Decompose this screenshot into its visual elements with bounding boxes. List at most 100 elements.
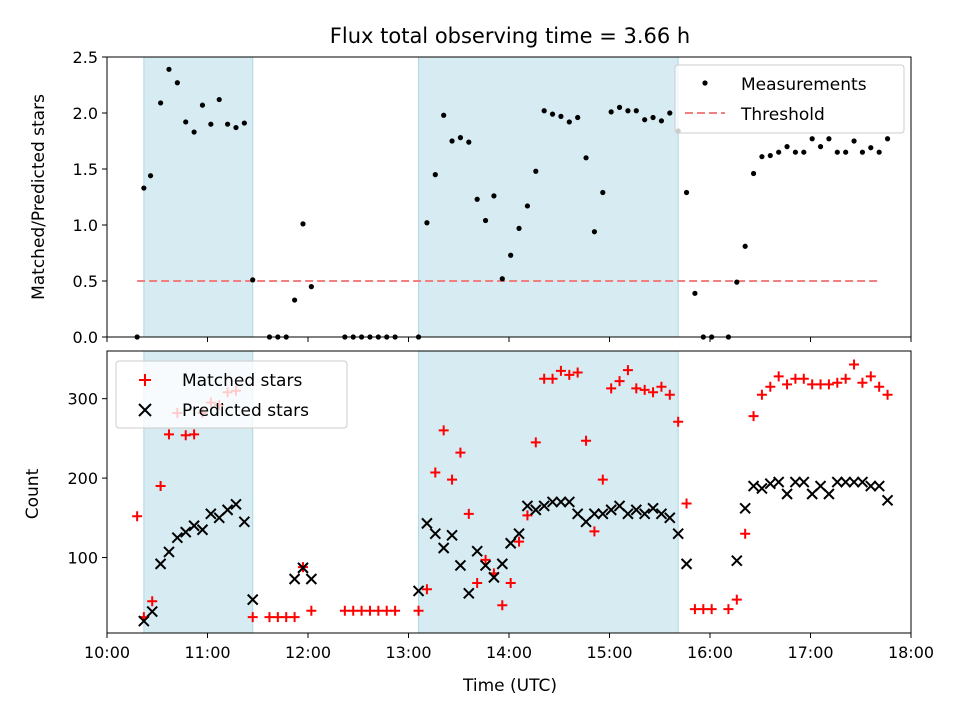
- predicted-star-point: [305, 573, 318, 585]
- matched-star-point: [857, 377, 868, 388]
- matched-star-point: [421, 584, 432, 595]
- matched-star-point: [589, 526, 600, 537]
- matched-star-point: [189, 429, 200, 440]
- predicted-star-point: [873, 480, 885, 492]
- bottom-legend-box: [115, 360, 348, 429]
- predicted-star-point: [664, 512, 676, 524]
- measurement-point: [566, 119, 572, 125]
- measurement-point: [482, 217, 489, 224]
- predicted-star-point: [471, 545, 483, 557]
- predicted-star-point: [881, 494, 894, 507]
- matched-star-point: [539, 373, 550, 384]
- matched-star-point: [497, 600, 508, 611]
- matched-star-point: [849, 359, 860, 370]
- measurement-point: [241, 120, 247, 126]
- measurement-point: [158, 100, 164, 106]
- predicted-star-point: [588, 508, 601, 520]
- x-axis-label: Time (UTC): [462, 676, 557, 696]
- measurement-point: [868, 145, 874, 151]
- measurement-point: [591, 229, 598, 235]
- matched-star-point: [306, 605, 317, 616]
- measurement-point: [650, 114, 656, 121]
- measurement-point: [692, 290, 698, 296]
- predicted-star-point: [823, 488, 835, 500]
- measurement-point: [424, 220, 430, 226]
- x-tick-label: 11:00: [184, 643, 230, 662]
- measurement-point: [734, 279, 740, 285]
- matched-star-point: [438, 425, 449, 436]
- measurement-point: [575, 114, 581, 121]
- predicted-star-point: [605, 504, 617, 516]
- matched-star-point: [289, 612, 300, 623]
- x-tick-label: 10:00: [84, 643, 130, 662]
- measurement-point: [667, 110, 673, 116]
- matched-star-point: [564, 369, 575, 380]
- x-tick-label: 13:00: [385, 643, 431, 662]
- matched-star-point: [364, 605, 375, 616]
- matched-star-point: [555, 365, 566, 376]
- measurement-point: [199, 102, 206, 108]
- predicted-star-point: [538, 500, 550, 512]
- measurement-point: [801, 149, 807, 155]
- predicted-star-point: [146, 605, 158, 618]
- predicted-star-point: [856, 476, 869, 488]
- predicted-star-point: [429, 527, 442, 540]
- predicted-star-point: [756, 482, 768, 495]
- measurement-point: [292, 297, 298, 303]
- measurement-point: [826, 136, 832, 142]
- measurement-point: [166, 66, 172, 72]
- matched-star-point: [413, 605, 424, 616]
- measurement-point: [174, 80, 180, 86]
- predicted-star-point: [647, 502, 659, 514]
- predicted-star-point: [546, 496, 559, 508]
- predicted-star-point: [188, 520, 200, 532]
- measurement-point: [308, 284, 314, 290]
- measurement-point: [834, 149, 840, 155]
- matched-star-point: [731, 594, 742, 605]
- legend-measurements-marker: [702, 80, 708, 86]
- top-y-tick-label: 1.5: [73, 160, 98, 179]
- measurement-point: [600, 189, 606, 196]
- predicted-star-point: [789, 476, 802, 488]
- predicted-star-point: [238, 516, 251, 528]
- predicted-star-point: [630, 504, 643, 516]
- predicted-star-point: [521, 500, 534, 512]
- matched-star-point: [264, 612, 275, 623]
- matched-star-point: [689, 604, 700, 615]
- observing-interval-band: [418, 56, 679, 338]
- matched-star-point: [614, 376, 625, 387]
- predicted-star-point: [555, 496, 567, 508]
- top-y-tick-label: 1.0: [73, 216, 98, 235]
- predicted-star-point: [230, 498, 242, 511]
- matched-star-point: [155, 481, 166, 492]
- top-y-tick-label: 0.5: [73, 272, 98, 291]
- matched-star-point: [572, 367, 583, 378]
- matched-star-point: [381, 605, 392, 616]
- predicted-star-point: [138, 615, 150, 627]
- measurement-point: [876, 149, 882, 155]
- measurement-point: [792, 149, 799, 155]
- measurement-point: [524, 203, 531, 209]
- measurement-point: [608, 109, 614, 115]
- predicted-star-point: [454, 559, 467, 572]
- matched-star-point: [740, 528, 751, 539]
- matched-star-point: [773, 371, 784, 382]
- legend-predicted-marker: [138, 403, 152, 417]
- top-y-tick-label: 0.0: [73, 328, 98, 347]
- matched-star-point: [631, 383, 642, 394]
- matched-star-point: [664, 389, 675, 400]
- predicted-star-point: [163, 546, 175, 558]
- legend-predicted-label: Predicted stars: [182, 401, 309, 421]
- predicted-star-point: [747, 480, 760, 492]
- predicted-star-point: [463, 587, 475, 599]
- measurement-point: [616, 104, 623, 110]
- predicted-star-point: [247, 593, 259, 606]
- matched-star-point: [656, 381, 667, 392]
- matched-star-point: [723, 604, 734, 615]
- measurement-point: [250, 277, 256, 283]
- measurement-point: [466, 139, 472, 145]
- matched-star-point: [748, 411, 759, 422]
- predicted-star-point: [865, 480, 877, 492]
- measurement-point: [750, 170, 757, 177]
